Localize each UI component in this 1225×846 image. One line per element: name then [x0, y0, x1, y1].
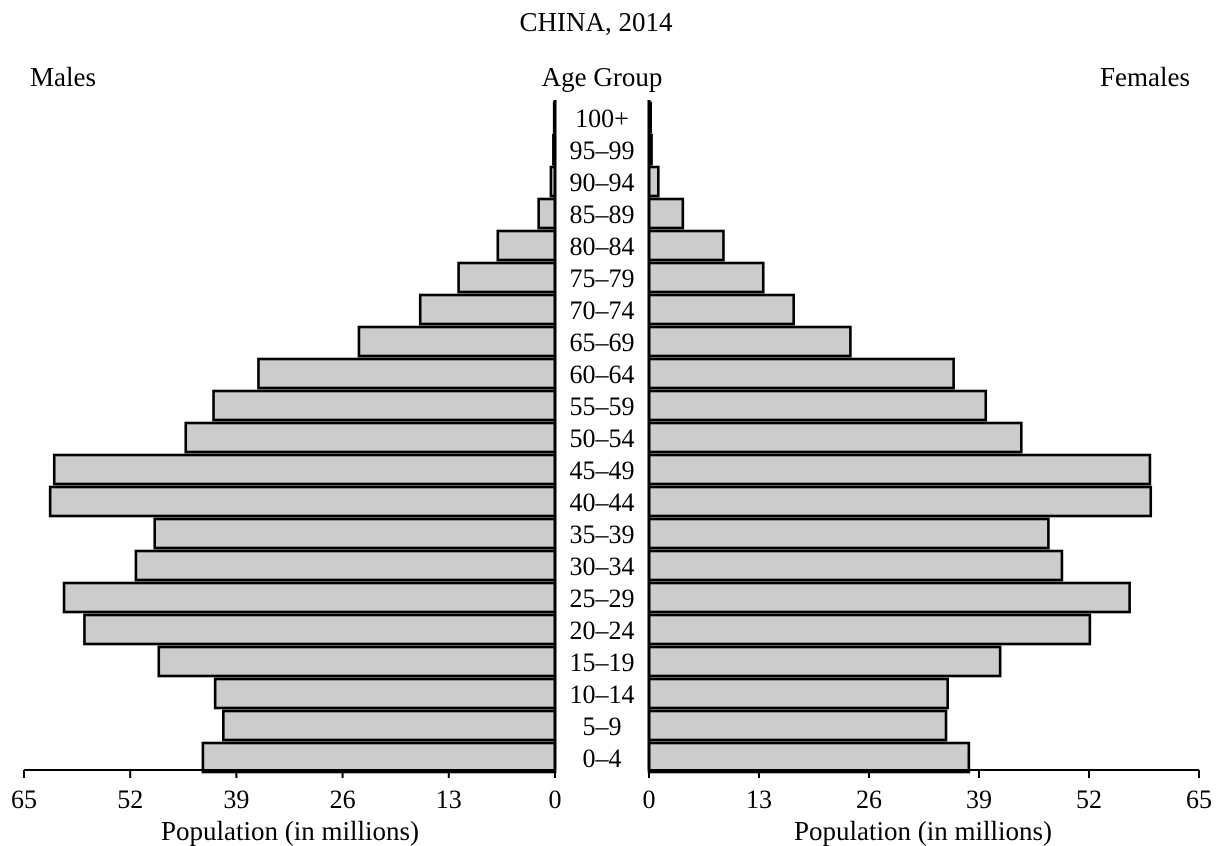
- male-bar-5: [457, 261, 557, 294]
- female-tick-label-5: 65: [1186, 785, 1212, 814]
- male-bars: [48, 101, 557, 774]
- age-group-label-16: 20–24: [570, 616, 635, 645]
- age-group-label-11: 45–49: [570, 456, 635, 485]
- male-bar-13: [153, 517, 557, 550]
- male-bar-8: [257, 357, 557, 390]
- female-bars: [647, 101, 1153, 774]
- female-tick-label-2: 26: [856, 785, 882, 814]
- male-bar-18: [213, 677, 557, 710]
- female-bar-7: [647, 325, 852, 358]
- age-group-label-20: 0–4: [583, 744, 622, 773]
- female-bar-13: [647, 517, 1050, 550]
- male-bar-15: [62, 581, 557, 614]
- female-bar-20: [647, 741, 971, 774]
- female-bar-18: [647, 677, 949, 710]
- male-tick-label-0: 0: [549, 785, 562, 814]
- female-bar-4: [647, 229, 725, 262]
- female-x-axis: 0 13 26 39 52 65: [643, 100, 1212, 814]
- male-bar-17: [157, 645, 557, 678]
- males-label: Males: [30, 62, 96, 92]
- male-bar-9: [212, 389, 557, 422]
- age-group-label-13: 35–39: [570, 520, 635, 549]
- females-label: Females: [1100, 62, 1190, 92]
- female-bar-10: [647, 421, 1023, 454]
- female-bar-15: [647, 581, 1131, 614]
- male-tick-label-3: 39: [223, 785, 249, 814]
- female-tick-label-1: 13: [746, 785, 772, 814]
- female-bar-9: [647, 389, 988, 422]
- male-bar-19: [222, 709, 557, 742]
- male-bar-14: [134, 549, 557, 582]
- female-bar-14: [647, 549, 1064, 582]
- female-bar-17: [647, 645, 1002, 678]
- age-group-label-10: 50–54: [570, 424, 635, 453]
- age-group-label-6: 70–74: [570, 296, 635, 325]
- age-group-label-9: 55–59: [570, 392, 635, 421]
- age-group-label-3: 85–89: [570, 200, 635, 229]
- male-bar-7: [357, 325, 557, 358]
- female-tick-label-3: 39: [966, 785, 992, 814]
- age-group-label-7: 65–69: [570, 328, 635, 357]
- age-group-label-5: 75–79: [570, 264, 635, 293]
- male-bar-3: [537, 197, 557, 230]
- male-x-axis: 0 13 26 39 52 65: [11, 100, 562, 814]
- female-bar-6: [647, 293, 795, 326]
- female-bar-11: [647, 453, 1152, 486]
- age-group-label-19: 5–9: [583, 712, 622, 741]
- male-tick-label-4: 52: [117, 785, 143, 814]
- age-group-label-0: 100+: [575, 104, 629, 133]
- male-tick-label-5: 65: [11, 785, 37, 814]
- male-bar-4: [496, 229, 557, 262]
- female-tick-label-4: 52: [1076, 785, 1102, 814]
- female-bar-5: [647, 261, 765, 294]
- age-group-labels: 100+ 95–99 90–94 85–89 80–84 75–79 70–74 65–69 6…: [570, 104, 635, 773]
- female-bar-16: [647, 613, 1092, 646]
- age-group-label-2: 90–94: [570, 168, 635, 197]
- age-group-label-8: 60–64: [570, 360, 635, 389]
- female-bar-8: [647, 357, 955, 390]
- age-group-label: Age Group: [542, 62, 663, 92]
- age-group-label-4: 80–84: [570, 232, 635, 261]
- male-tick-label-1: 13: [436, 785, 462, 814]
- female-x-axis-title: Population (in millions): [794, 816, 1052, 846]
- age-group-label-15: 25–29: [570, 584, 635, 613]
- male-x-axis-title: Population (in millions): [161, 816, 419, 846]
- male-bar-6: [418, 293, 557, 326]
- male-bar-20: [201, 741, 557, 774]
- age-group-label-18: 10–14: [570, 680, 635, 709]
- male-bar-12: [48, 485, 557, 518]
- age-group-label-12: 40–44: [570, 488, 635, 517]
- age-group-label-1: 95–99: [570, 136, 635, 165]
- male-bar-16: [83, 613, 557, 646]
- chart-title: CHINA, 2014: [520, 7, 673, 37]
- male-bar-10: [184, 421, 557, 454]
- age-group-label-14: 30–34: [570, 552, 635, 581]
- female-bar-19: [647, 709, 948, 742]
- female-bar-3: [647, 197, 685, 230]
- male-tick-label-2: 26: [330, 785, 356, 814]
- male-bar-11: [52, 453, 557, 486]
- female-tick-label-0: 0: [643, 785, 656, 814]
- age-group-label-17: 15–19: [570, 648, 635, 677]
- female-bar-12: [647, 485, 1153, 518]
